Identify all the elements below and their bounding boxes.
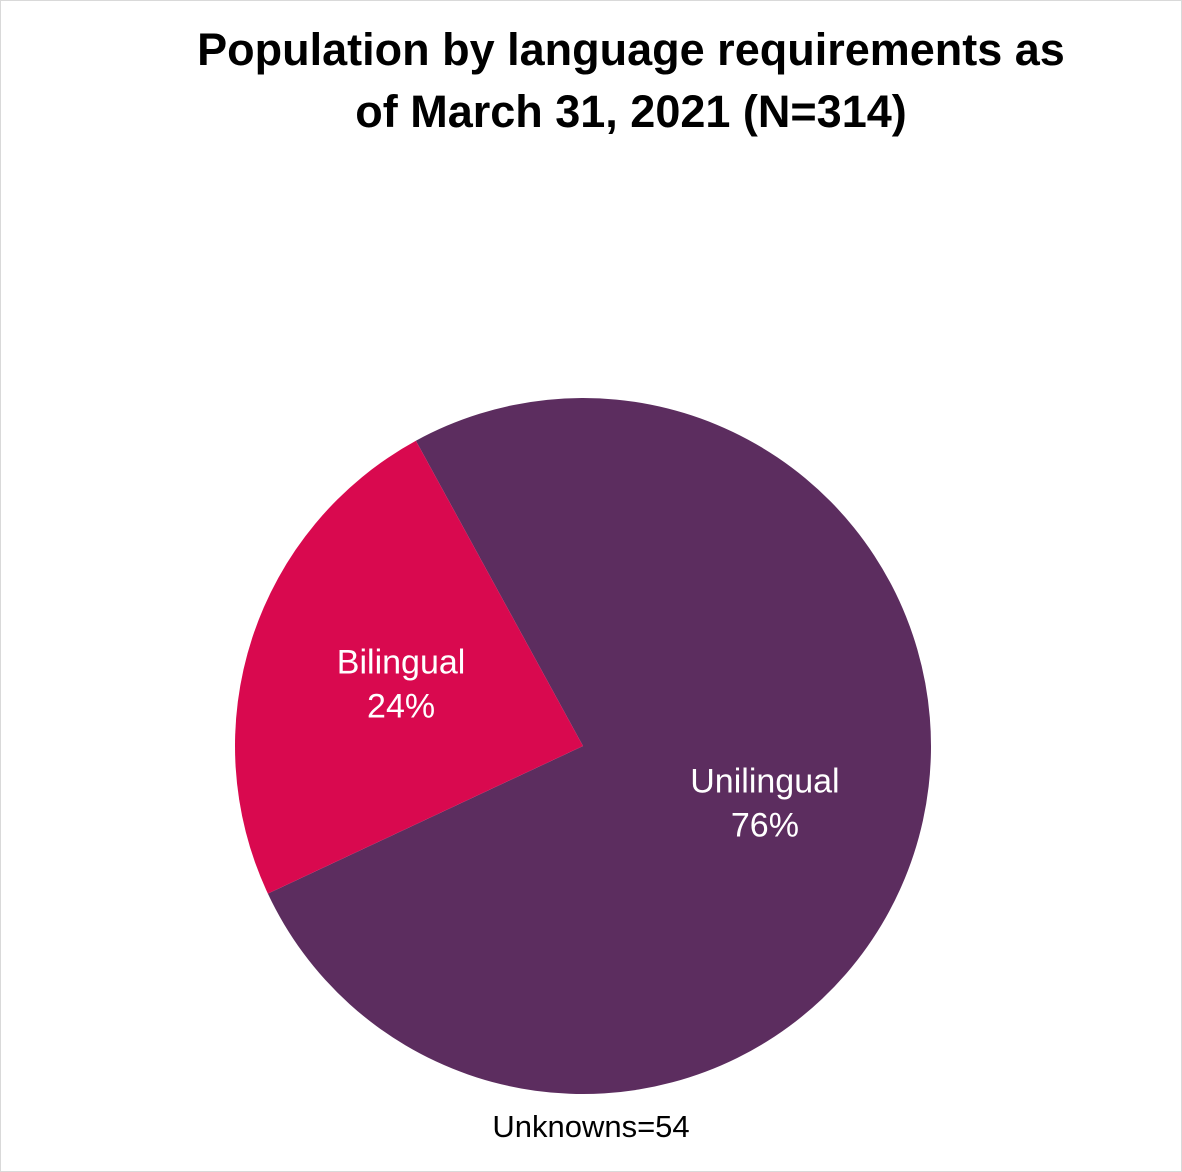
- pie-slice: [234, 440, 583, 894]
- slice-category-label: Bilingual: [337, 644, 466, 682]
- slice-value-label: 76%: [731, 806, 799, 844]
- pie-slice: [267, 398, 931, 1095]
- annotation: Unknowns=54: [492, 1109, 689, 1144]
- slice-value-label: 24%: [367, 688, 435, 726]
- slice-category-label: Unilingual: [690, 762, 839, 800]
- chart-title: Population by language requirements as o…: [197, 24, 1065, 137]
